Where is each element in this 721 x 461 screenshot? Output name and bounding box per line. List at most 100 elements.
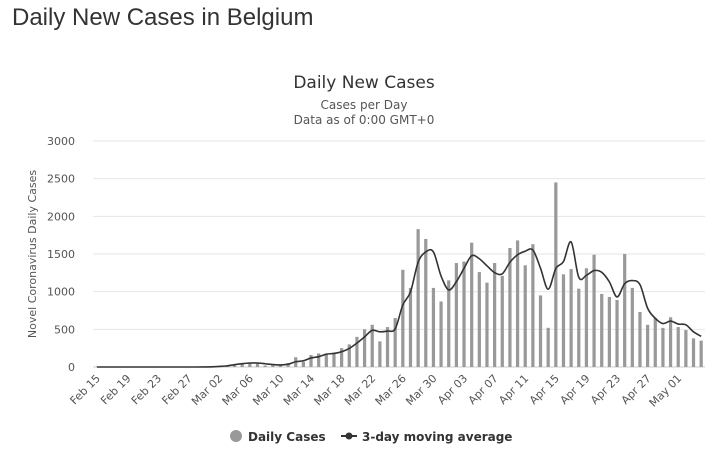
bar-daily-cases[interactable] xyxy=(263,365,267,367)
page-title: Daily New Cases in Belgium xyxy=(12,4,314,31)
bar-daily-cases[interactable] xyxy=(561,274,566,367)
x-tick-label: Apr 07 xyxy=(466,372,501,407)
bar-daily-cases[interactable] xyxy=(508,247,512,367)
x-tick-label: Mar 30 xyxy=(403,372,439,408)
x-tick-label: Mar 18 xyxy=(312,372,348,408)
y-tick-label: 1000 xyxy=(47,286,75,299)
bar-daily-cases[interactable] xyxy=(577,288,581,367)
bar-daily-cases[interactable] xyxy=(638,312,642,367)
x-tick-label: Feb 27 xyxy=(159,372,194,407)
bar-daily-cases[interactable] xyxy=(470,242,474,367)
legend-marker-daily-cases xyxy=(230,430,242,442)
legend-item-daily-cases[interactable]: Daily Cases xyxy=(230,430,326,444)
y-tick-label: 1500 xyxy=(47,248,75,261)
y-tick-label: 500 xyxy=(54,323,75,336)
bar-daily-cases[interactable] xyxy=(485,282,489,367)
y-tick-label: 3000 xyxy=(47,135,75,148)
bar-daily-cases[interactable] xyxy=(493,263,497,367)
bar-daily-cases[interactable] xyxy=(584,268,589,367)
y-tick-label: 2500 xyxy=(47,173,75,186)
bar-daily-cases[interactable] xyxy=(600,293,604,367)
bar-daily-cases[interactable] xyxy=(240,363,244,367)
chart-subtitle: Cases per Day xyxy=(321,98,408,112)
bar-daily-cases[interactable] xyxy=(324,354,328,367)
bar-daily-cases[interactable] xyxy=(684,330,688,367)
bar-daily-cases[interactable] xyxy=(248,362,252,367)
bar-daily-cases[interactable] xyxy=(301,361,305,367)
bar-daily-cases[interactable] xyxy=(362,329,367,367)
legend-marker-moving-average xyxy=(345,432,353,440)
bar-daily-cases[interactable] xyxy=(332,352,336,367)
bar-daily-cases[interactable] xyxy=(232,365,237,367)
bar-daily-cases[interactable] xyxy=(546,327,550,367)
x-tick-label: Apr 23 xyxy=(588,372,623,407)
bar-daily-cases[interactable] xyxy=(370,324,374,367)
bar-daily-cases[interactable] xyxy=(431,287,436,367)
x-tick-label: Mar 02 xyxy=(189,372,225,408)
bar-daily-cases[interactable] xyxy=(424,238,428,367)
bar-daily-cases[interactable] xyxy=(691,338,696,367)
bar-daily-cases[interactable] xyxy=(286,363,290,367)
bar-daily-cases[interactable] xyxy=(278,364,283,367)
bar-daily-cases[interactable] xyxy=(699,340,703,367)
bar-daily-cases[interactable] xyxy=(661,327,665,367)
bar-daily-cases[interactable] xyxy=(477,272,481,367)
bar-daily-cases[interactable] xyxy=(515,240,520,367)
bar-daily-cases[interactable] xyxy=(623,254,627,367)
bar-daily-cases[interactable] xyxy=(255,363,260,367)
bar-daily-cases[interactable] xyxy=(340,348,344,367)
bar-daily-cases[interactable] xyxy=(569,269,573,367)
bar-daily-cases[interactable] xyxy=(385,327,390,367)
bar-daily-cases[interactable] xyxy=(317,353,321,367)
bar-daily-cases[interactable] xyxy=(653,318,657,367)
bar-daily-cases[interactable] xyxy=(408,287,413,367)
legend-label-moving-average: 3-day moving average xyxy=(362,430,512,444)
bar-daily-cases[interactable] xyxy=(309,354,313,367)
bar-daily-cases[interactable] xyxy=(615,299,619,367)
x-tick-label: Apr 15 xyxy=(527,372,562,407)
moving-average-line[interactable] xyxy=(96,241,702,368)
x-tick-label: Apr 19 xyxy=(558,372,593,407)
bar-daily-cases[interactable] xyxy=(607,296,611,367)
legend[interactable]: Daily Cases 3-day moving average xyxy=(230,430,512,444)
x-tick-label: Mar 14 xyxy=(281,372,317,408)
bar-daily-cases[interactable] xyxy=(531,244,535,367)
x-tick-label: Mar 22 xyxy=(342,372,378,408)
chart-title: Daily New Cases xyxy=(293,73,435,93)
bar-daily-cases[interactable] xyxy=(523,265,527,367)
x-tick-label: Mar 10 xyxy=(250,372,286,408)
legend-label-daily-cases: Daily Cases xyxy=(248,430,326,444)
y-tick-label: 0 xyxy=(68,361,75,374)
bar-daily-cases[interactable] xyxy=(271,364,275,367)
bar-daily-cases[interactable] xyxy=(347,344,351,367)
bar-daily-cases[interactable] xyxy=(439,301,443,367)
y-axis-label: Novel Coronavirus Daily Cases xyxy=(26,170,39,338)
bar-daily-cases[interactable] xyxy=(592,254,596,367)
bar-daily-cases[interactable] xyxy=(538,295,543,367)
chart-subtitle-date: Data as of 0:00 GMT+0 xyxy=(294,113,435,127)
bar-daily-cases[interactable] xyxy=(416,229,420,367)
daily-cases-bars[interactable] xyxy=(209,182,703,367)
x-tick-label: Feb 23 xyxy=(129,372,164,407)
bar-daily-cases[interactable] xyxy=(554,182,558,367)
bar-daily-cases[interactable] xyxy=(676,327,680,367)
bar-daily-cases[interactable] xyxy=(401,269,405,367)
bar-daily-cases[interactable] xyxy=(668,317,673,367)
bar-daily-cases[interactable] xyxy=(447,280,451,367)
bar-daily-cases[interactable] xyxy=(393,318,397,367)
bar-daily-cases[interactable] xyxy=(355,336,359,367)
bar-daily-cases[interactable] xyxy=(500,275,504,367)
legend-item-moving-average[interactable]: 3-day moving average xyxy=(341,430,512,444)
bar-daily-cases[interactable] xyxy=(378,341,382,367)
x-tick-label: Apr 11 xyxy=(496,372,531,407)
bar-daily-cases[interactable] xyxy=(462,261,466,367)
bar-daily-cases[interactable] xyxy=(646,324,650,367)
bar-daily-cases[interactable] xyxy=(630,287,634,367)
x-tick-label: Mar 06 xyxy=(220,372,256,408)
y-tick-label: 2000 xyxy=(47,210,75,223)
bar-daily-cases[interactable] xyxy=(454,263,458,367)
moving-average-layer[interactable] xyxy=(96,241,702,368)
x-tick-label: Apr 03 xyxy=(435,372,470,407)
